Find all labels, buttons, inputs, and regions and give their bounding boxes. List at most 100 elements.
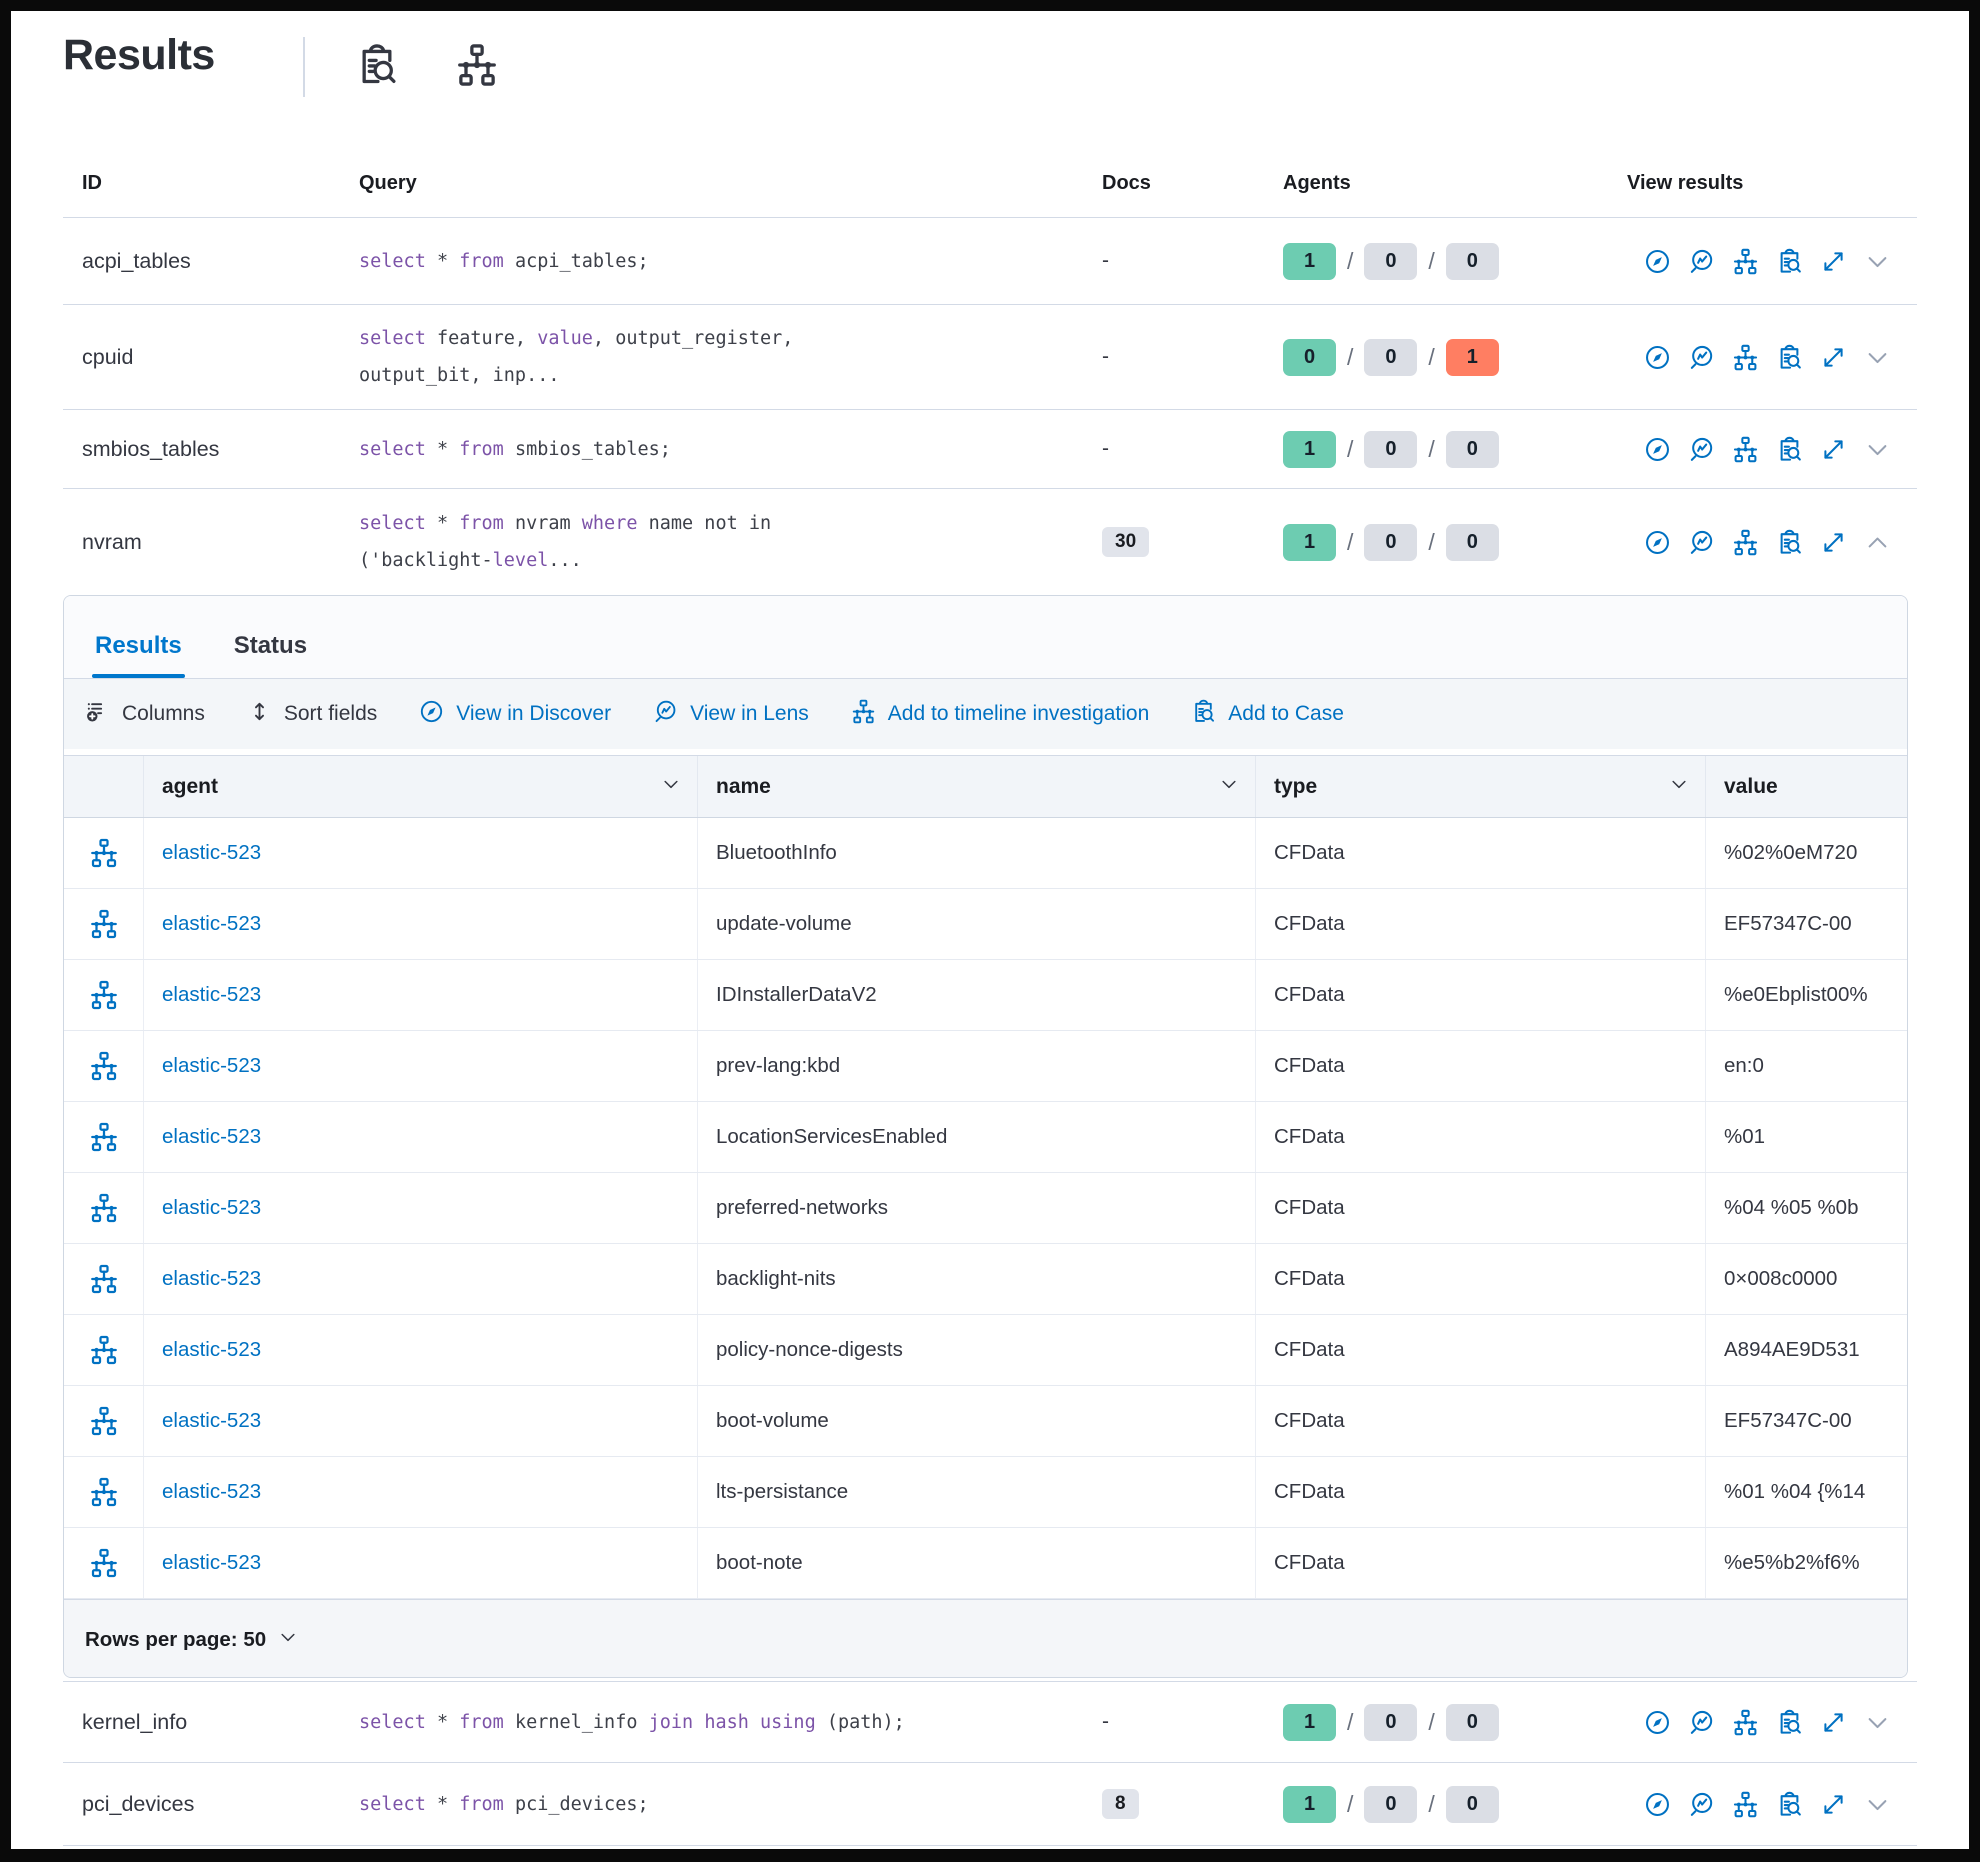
expand-icon[interactable] [1820,344,1847,371]
timeline-icon[interactable] [64,1102,144,1172]
query-row-smbios_tables: smbios_tables select * from smbios_tables… [63,410,1917,489]
case-icon[interactable] [1776,344,1803,371]
agents-green-badge: 1 [1283,523,1336,561]
lens-icon[interactable] [1688,436,1715,463]
timeline-icon[interactable] [1732,1791,1759,1818]
slash-separator: / [1347,1790,1354,1817]
chevron-up-icon[interactable] [1864,529,1891,556]
grid-header-agent[interactable]: agent [144,756,698,817]
timeline-icon[interactable] [1732,248,1759,275]
discover-icon[interactable] [1644,436,1671,463]
discover-icon[interactable] [1644,1709,1671,1736]
timeline-icon[interactable] [64,818,144,888]
agent-link[interactable]: elastic-523 [162,1551,262,1574]
agents-green-badge: 1 [1283,430,1336,468]
timeline-icon[interactable] [64,1315,144,1385]
timeline-icon[interactable] [455,43,499,87]
lens-icon[interactable] [1688,1791,1715,1818]
grid-row: elastic-523 preferred-networks CFData %04 %… [64,1173,1907,1244]
cell-type: CFData [1256,818,1706,888]
slash-separator: / [1428,1790,1435,1817]
agents-gray-badge: 0 [1445,1703,1499,1741]
timeline-icon[interactable] [64,1031,144,1101]
timeline-icon[interactable] [1732,436,1759,463]
expand-icon[interactable] [1820,1791,1847,1818]
grid-header-type[interactable]: type [1256,756,1706,817]
toolbar-add-to-timeline-investigation[interactable]: Add to timeline investigation [851,699,1149,730]
lens-icon[interactable] [1688,344,1715,371]
query-row-cpuid: cpuid select feature, value, output_regis… [63,305,1917,410]
query-line: select * from smbios_tables; [359,438,671,460]
case-icon[interactable] [1776,436,1803,463]
case-icon[interactable] [1776,1709,1803,1736]
timeline-icon[interactable] [64,960,144,1030]
cell-agent: elastic-523 [144,1528,698,1598]
expand-icon[interactable] [1820,436,1847,463]
docs-cell: - [1102,345,1283,369]
discover-icon[interactable] [1644,248,1671,275]
chevron-down-icon[interactable] [1864,1791,1891,1818]
agent-link[interactable]: elastic-523 [162,1338,262,1361]
query-line: select * from pci_devices; [359,1793,649,1815]
agents-gray-badge: 0 [1445,523,1499,561]
toolbar-view-in-discover[interactable]: View in Discover [419,699,611,730]
agent-link[interactable]: elastic-523 [162,983,262,1006]
chevron-down-icon[interactable] [1864,436,1891,463]
timeline-icon[interactable] [64,1244,144,1314]
chevron-down-icon[interactable] [1864,1709,1891,1736]
chevron-down-icon[interactable] [1864,344,1891,371]
grid-header-name[interactable]: name [698,756,1256,817]
chevron-down-icon[interactable] [1669,774,1689,800]
query-id: cpuid [82,344,134,369]
tab-results[interactable]: Results [92,632,185,678]
timeline-icon[interactable] [64,1386,144,1456]
inspect-icon[interactable] [355,43,399,87]
lens-icon[interactable] [1688,1709,1715,1736]
cell-type: CFData [1256,889,1706,959]
chevron-down-icon[interactable] [661,774,681,800]
slash-separator: / [1347,528,1354,555]
docs-count-badge: 8 [1102,1789,1139,1819]
toolbar-add-to-case[interactable]: Add to Case [1191,699,1344,730]
toolbar-columns[interactable]: Columns [85,699,205,730]
timeline-icon[interactable] [64,1173,144,1243]
rows-per-page-control[interactable]: Rows per page: 50 [64,1599,1907,1677]
lens-icon[interactable] [1688,529,1715,556]
agent-link[interactable]: elastic-523 [162,1125,262,1148]
timeline-icon[interactable] [1732,344,1759,371]
agent-link[interactable]: elastic-523 [162,1196,262,1219]
results-table-header: ID Query Docs Agents View results [63,150,1917,218]
expand-icon[interactable] [1820,1709,1847,1736]
timeline-icon[interactable] [1732,529,1759,556]
toolbar-view-in-lens[interactable]: View in Lens [653,699,809,730]
query-sql: select * from nvram where name not in ('b… [359,505,1102,579]
cell-name: boot-note [698,1528,1256,1598]
discover-icon[interactable] [1644,344,1671,371]
toolbar-sort-fields[interactable]: Sort fields [247,699,377,730]
discover-icon[interactable] [1644,529,1671,556]
agent-link[interactable]: elastic-523 [162,1409,262,1432]
discover-icon[interactable] [1644,1791,1671,1818]
agent-link[interactable]: elastic-523 [162,1054,262,1077]
cell-agent: elastic-523 [144,1386,698,1456]
agent-link[interactable]: elastic-523 [162,1480,262,1503]
lens-icon[interactable] [1688,248,1715,275]
grid-header-value[interactable]: value [1724,774,1778,798]
chevron-down-icon[interactable] [1864,248,1891,275]
slash-separator: / [1428,528,1435,555]
tab-status[interactable]: Status [233,632,308,659]
case-icon[interactable] [1776,248,1803,275]
expand-icon[interactable] [1820,529,1847,556]
timeline-icon[interactable] [1732,1709,1759,1736]
timeline-icon[interactable] [64,1457,144,1527]
expand-icon[interactable] [1820,248,1847,275]
case-icon[interactable] [1776,529,1803,556]
timeline-icon[interactable] [64,889,144,959]
case-icon[interactable] [1776,1791,1803,1818]
chevron-down-icon[interactable] [1219,774,1239,800]
agent-link[interactable]: elastic-523 [162,841,262,864]
docs-empty: - [1102,1710,1109,1733]
agent-link[interactable]: elastic-523 [162,912,262,935]
agent-link[interactable]: elastic-523 [162,1267,262,1290]
timeline-icon[interactable] [64,1528,144,1598]
